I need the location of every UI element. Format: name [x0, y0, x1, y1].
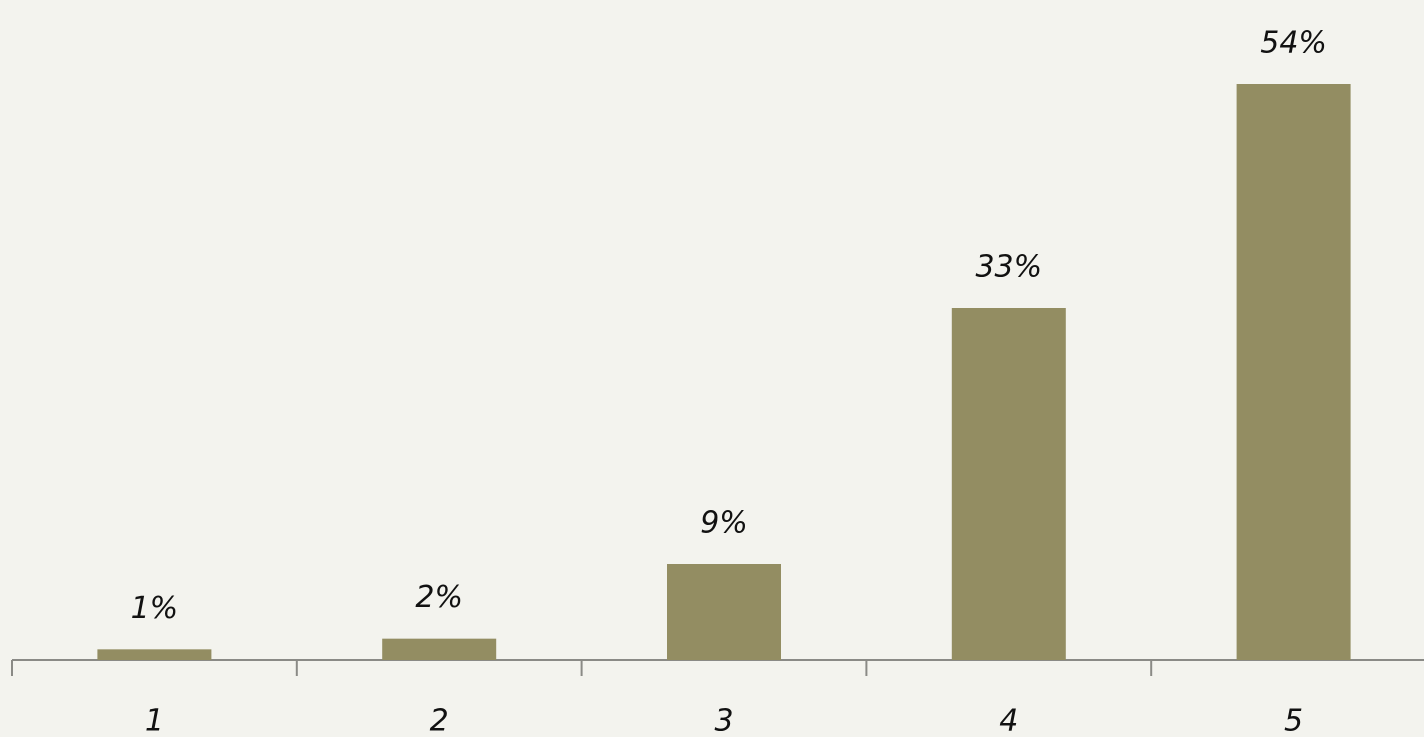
bar — [667, 564, 781, 660]
x-tick-label: 5 — [1284, 704, 1303, 737]
bar — [951, 308, 1066, 660]
bar — [1236, 84, 1351, 660]
bar — [97, 649, 212, 660]
x-tick-label: 4 — [999, 704, 1018, 737]
x-tick-label: 3 — [714, 704, 733, 737]
x-tick-label: 1 — [145, 704, 164, 737]
bar — [382, 638, 497, 660]
value-label: 33% — [975, 250, 1042, 285]
value-label: 9% — [700, 506, 748, 541]
x-tick-label: 2 — [430, 704, 449, 737]
value-label: 2% — [415, 580, 463, 615]
value-label: 54% — [1260, 26, 1327, 61]
value-label: 1% — [131, 591, 179, 626]
